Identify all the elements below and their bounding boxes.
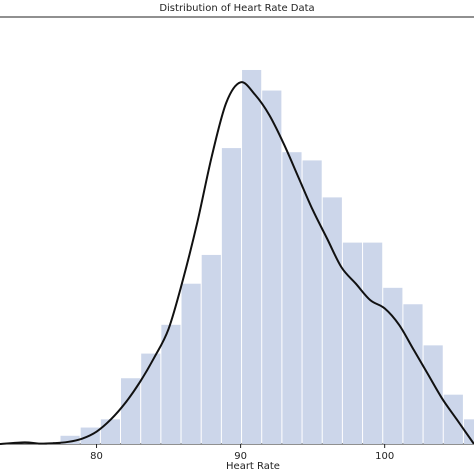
x-tick-label: 90: [234, 451, 247, 462]
histogram-bar: [342, 242, 363, 444]
histogram-bar: [443, 394, 463, 444]
histogram-bar: [363, 242, 383, 444]
x-axis-ticks: 80 90 100: [90, 444, 394, 462]
histogram-bar: [383, 287, 403, 444]
histogram-bar: [282, 152, 302, 444]
x-tick-label: 100: [375, 451, 394, 462]
histogram-bar: [262, 90, 282, 444]
histogram-bar: [161, 324, 181, 444]
histogram-bar: [302, 160, 322, 444]
histogram-bar: [201, 254, 221, 444]
histogram-bar: [423, 345, 443, 444]
chart-title: Distribution of Heart Rate Data: [159, 3, 314, 14]
histogram-bar: [242, 69, 262, 445]
histogram-bar: [403, 304, 423, 444]
histogram-bar: [141, 353, 161, 444]
x-tick-label: 80: [90, 451, 103, 462]
kde-line: [0, 81, 474, 445]
histogram-bars: [60, 69, 474, 445]
histogram-bar: [100, 419, 121, 444]
x-axis-label: Heart Rate: [226, 461, 280, 472]
histogram-bar: [221, 148, 242, 444]
histogram-bar: [463, 419, 474, 444]
kde-curve-layer: [0, 81, 474, 445]
histogram-bar: [181, 283, 201, 444]
histogram-bar: [60, 435, 80, 444]
histogram-bar: [121, 378, 141, 444]
